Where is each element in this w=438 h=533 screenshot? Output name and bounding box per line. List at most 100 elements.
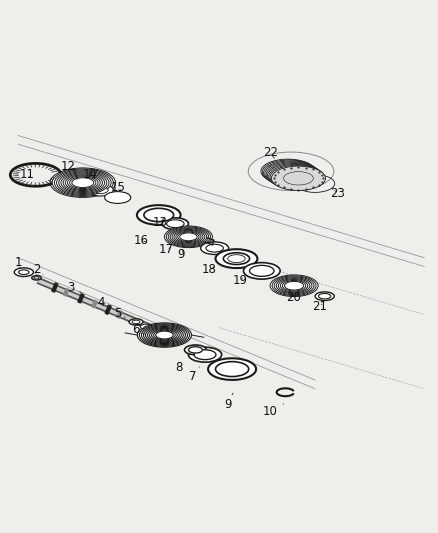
Ellipse shape [144,326,155,331]
Ellipse shape [105,192,131,204]
Ellipse shape [18,270,29,274]
Ellipse shape [277,167,307,181]
Ellipse shape [144,208,173,222]
Text: 19: 19 [233,274,247,287]
Ellipse shape [61,173,105,192]
Ellipse shape [166,220,184,228]
Ellipse shape [155,331,173,339]
Ellipse shape [50,168,116,197]
Ellipse shape [315,292,334,301]
Ellipse shape [266,163,320,187]
Ellipse shape [318,294,331,299]
Ellipse shape [272,166,325,190]
Ellipse shape [283,172,313,185]
Ellipse shape [278,279,310,293]
Ellipse shape [278,168,308,182]
Ellipse shape [141,324,152,329]
Ellipse shape [138,323,191,347]
Ellipse shape [70,177,96,189]
Ellipse shape [63,174,102,191]
Ellipse shape [274,165,304,179]
Text: 14: 14 [83,168,98,181]
Text: 23: 23 [330,187,345,200]
Text: 21: 21 [312,300,327,313]
Ellipse shape [274,277,314,295]
Ellipse shape [72,178,94,188]
Ellipse shape [215,361,249,377]
Polygon shape [92,300,97,308]
Text: 9: 9 [177,248,184,261]
Ellipse shape [270,165,324,190]
Ellipse shape [188,347,202,353]
Text: 17: 17 [159,244,174,256]
Ellipse shape [144,326,185,344]
Ellipse shape [162,218,188,230]
Ellipse shape [244,263,280,279]
Ellipse shape [265,161,319,186]
Ellipse shape [92,187,108,193]
Ellipse shape [139,324,190,346]
Text: 9: 9 [224,393,233,410]
Ellipse shape [168,228,208,246]
Text: 12: 12 [61,160,77,179]
Text: 2: 2 [33,263,43,276]
Ellipse shape [273,165,303,178]
Ellipse shape [170,229,207,245]
Ellipse shape [166,227,211,247]
Text: 8: 8 [175,361,183,374]
Ellipse shape [32,276,41,280]
Ellipse shape [129,319,143,325]
Text: 10: 10 [263,404,284,418]
Ellipse shape [283,280,306,291]
Ellipse shape [164,226,212,248]
Ellipse shape [281,170,311,183]
Ellipse shape [176,231,201,243]
Ellipse shape [269,164,323,189]
Ellipse shape [264,161,318,185]
Ellipse shape [14,268,33,277]
Ellipse shape [223,253,250,264]
Ellipse shape [178,232,199,241]
Ellipse shape [279,169,309,182]
Ellipse shape [150,328,179,342]
Ellipse shape [180,233,197,241]
Ellipse shape [272,276,316,296]
Text: 18: 18 [202,263,217,277]
Ellipse shape [184,345,206,355]
Ellipse shape [188,347,222,362]
Ellipse shape [250,265,274,277]
Text: 6: 6 [132,324,145,336]
Ellipse shape [285,281,304,290]
Text: 5: 5 [114,306,125,320]
Ellipse shape [172,229,205,244]
Polygon shape [78,294,84,303]
Text: 1: 1 [14,256,25,269]
Ellipse shape [261,159,315,183]
Ellipse shape [148,327,181,343]
Ellipse shape [228,255,245,263]
Ellipse shape [54,170,111,196]
Ellipse shape [147,327,158,333]
Text: 7: 7 [189,367,199,383]
Polygon shape [117,311,122,318]
Ellipse shape [34,277,39,279]
Ellipse shape [137,205,180,225]
Ellipse shape [52,169,113,197]
Ellipse shape [208,358,256,380]
Ellipse shape [276,166,305,180]
Ellipse shape [174,230,203,244]
Ellipse shape [262,160,316,184]
Ellipse shape [194,350,216,360]
Text: 15: 15 [110,181,125,195]
Ellipse shape [276,278,312,294]
Ellipse shape [145,327,184,344]
Ellipse shape [215,249,258,268]
Text: 4: 4 [97,296,110,309]
Ellipse shape [270,275,318,296]
Ellipse shape [65,175,100,190]
Polygon shape [64,288,69,296]
Polygon shape [52,283,58,292]
Ellipse shape [206,244,223,252]
Ellipse shape [57,171,109,195]
Ellipse shape [59,172,107,193]
